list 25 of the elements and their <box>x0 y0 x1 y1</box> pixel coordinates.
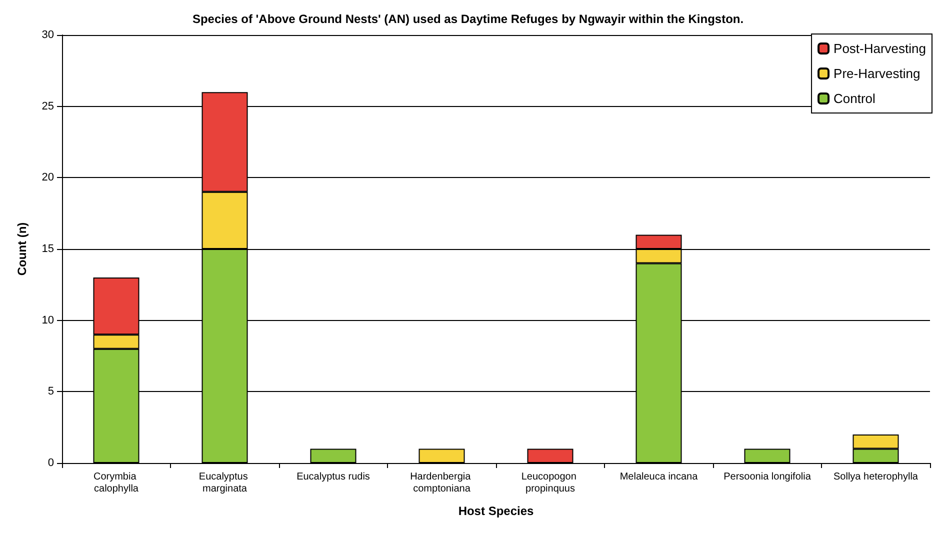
x-tick-label: Persoonia longifolia <box>724 472 812 482</box>
bar <box>418 448 465 463</box>
legend-label: Pre-Harvesting <box>834 66 920 81</box>
x-tick-label: Eucalyptus marginata <box>198 472 251 494</box>
x-tick-label: Eucalyptus rudis <box>296 472 370 482</box>
x-tick-label: Sollya heterophylla <box>834 472 918 482</box>
bar <box>310 448 356 463</box>
y-axis-title: Count (n) <box>15 222 29 276</box>
bar <box>744 448 790 463</box>
y-tick-label: 10 <box>42 314 54 326</box>
y-tick-label: 25 <box>42 100 54 112</box>
bar <box>527 448 574 463</box>
y-tick-label: 5 <box>48 386 54 398</box>
chart-title: Species of 'Above Ground Nests' (AN) used as Daytime Refuges by Ngwayir within the Kingston. <box>192 12 744 26</box>
y-tick-label: 30 <box>42 29 54 41</box>
x-tick-label: Melaleuca incana <box>620 472 698 482</box>
x-tick-label: Leucopogon propinquus <box>521 472 580 494</box>
legend-label: Post-Harvesting <box>834 41 926 56</box>
x-axis-title: Host Species <box>458 504 534 518</box>
x-tick-label: Hardenbergia comptoniana <box>410 472 474 494</box>
legend-label: Control <box>834 91 876 106</box>
y-tick-label: 20 <box>42 172 54 184</box>
y-tick-label: 0 <box>48 457 54 469</box>
y-tick-label: 15 <box>42 243 54 255</box>
x-tick-label: Corymbia calophylla <box>93 472 140 494</box>
